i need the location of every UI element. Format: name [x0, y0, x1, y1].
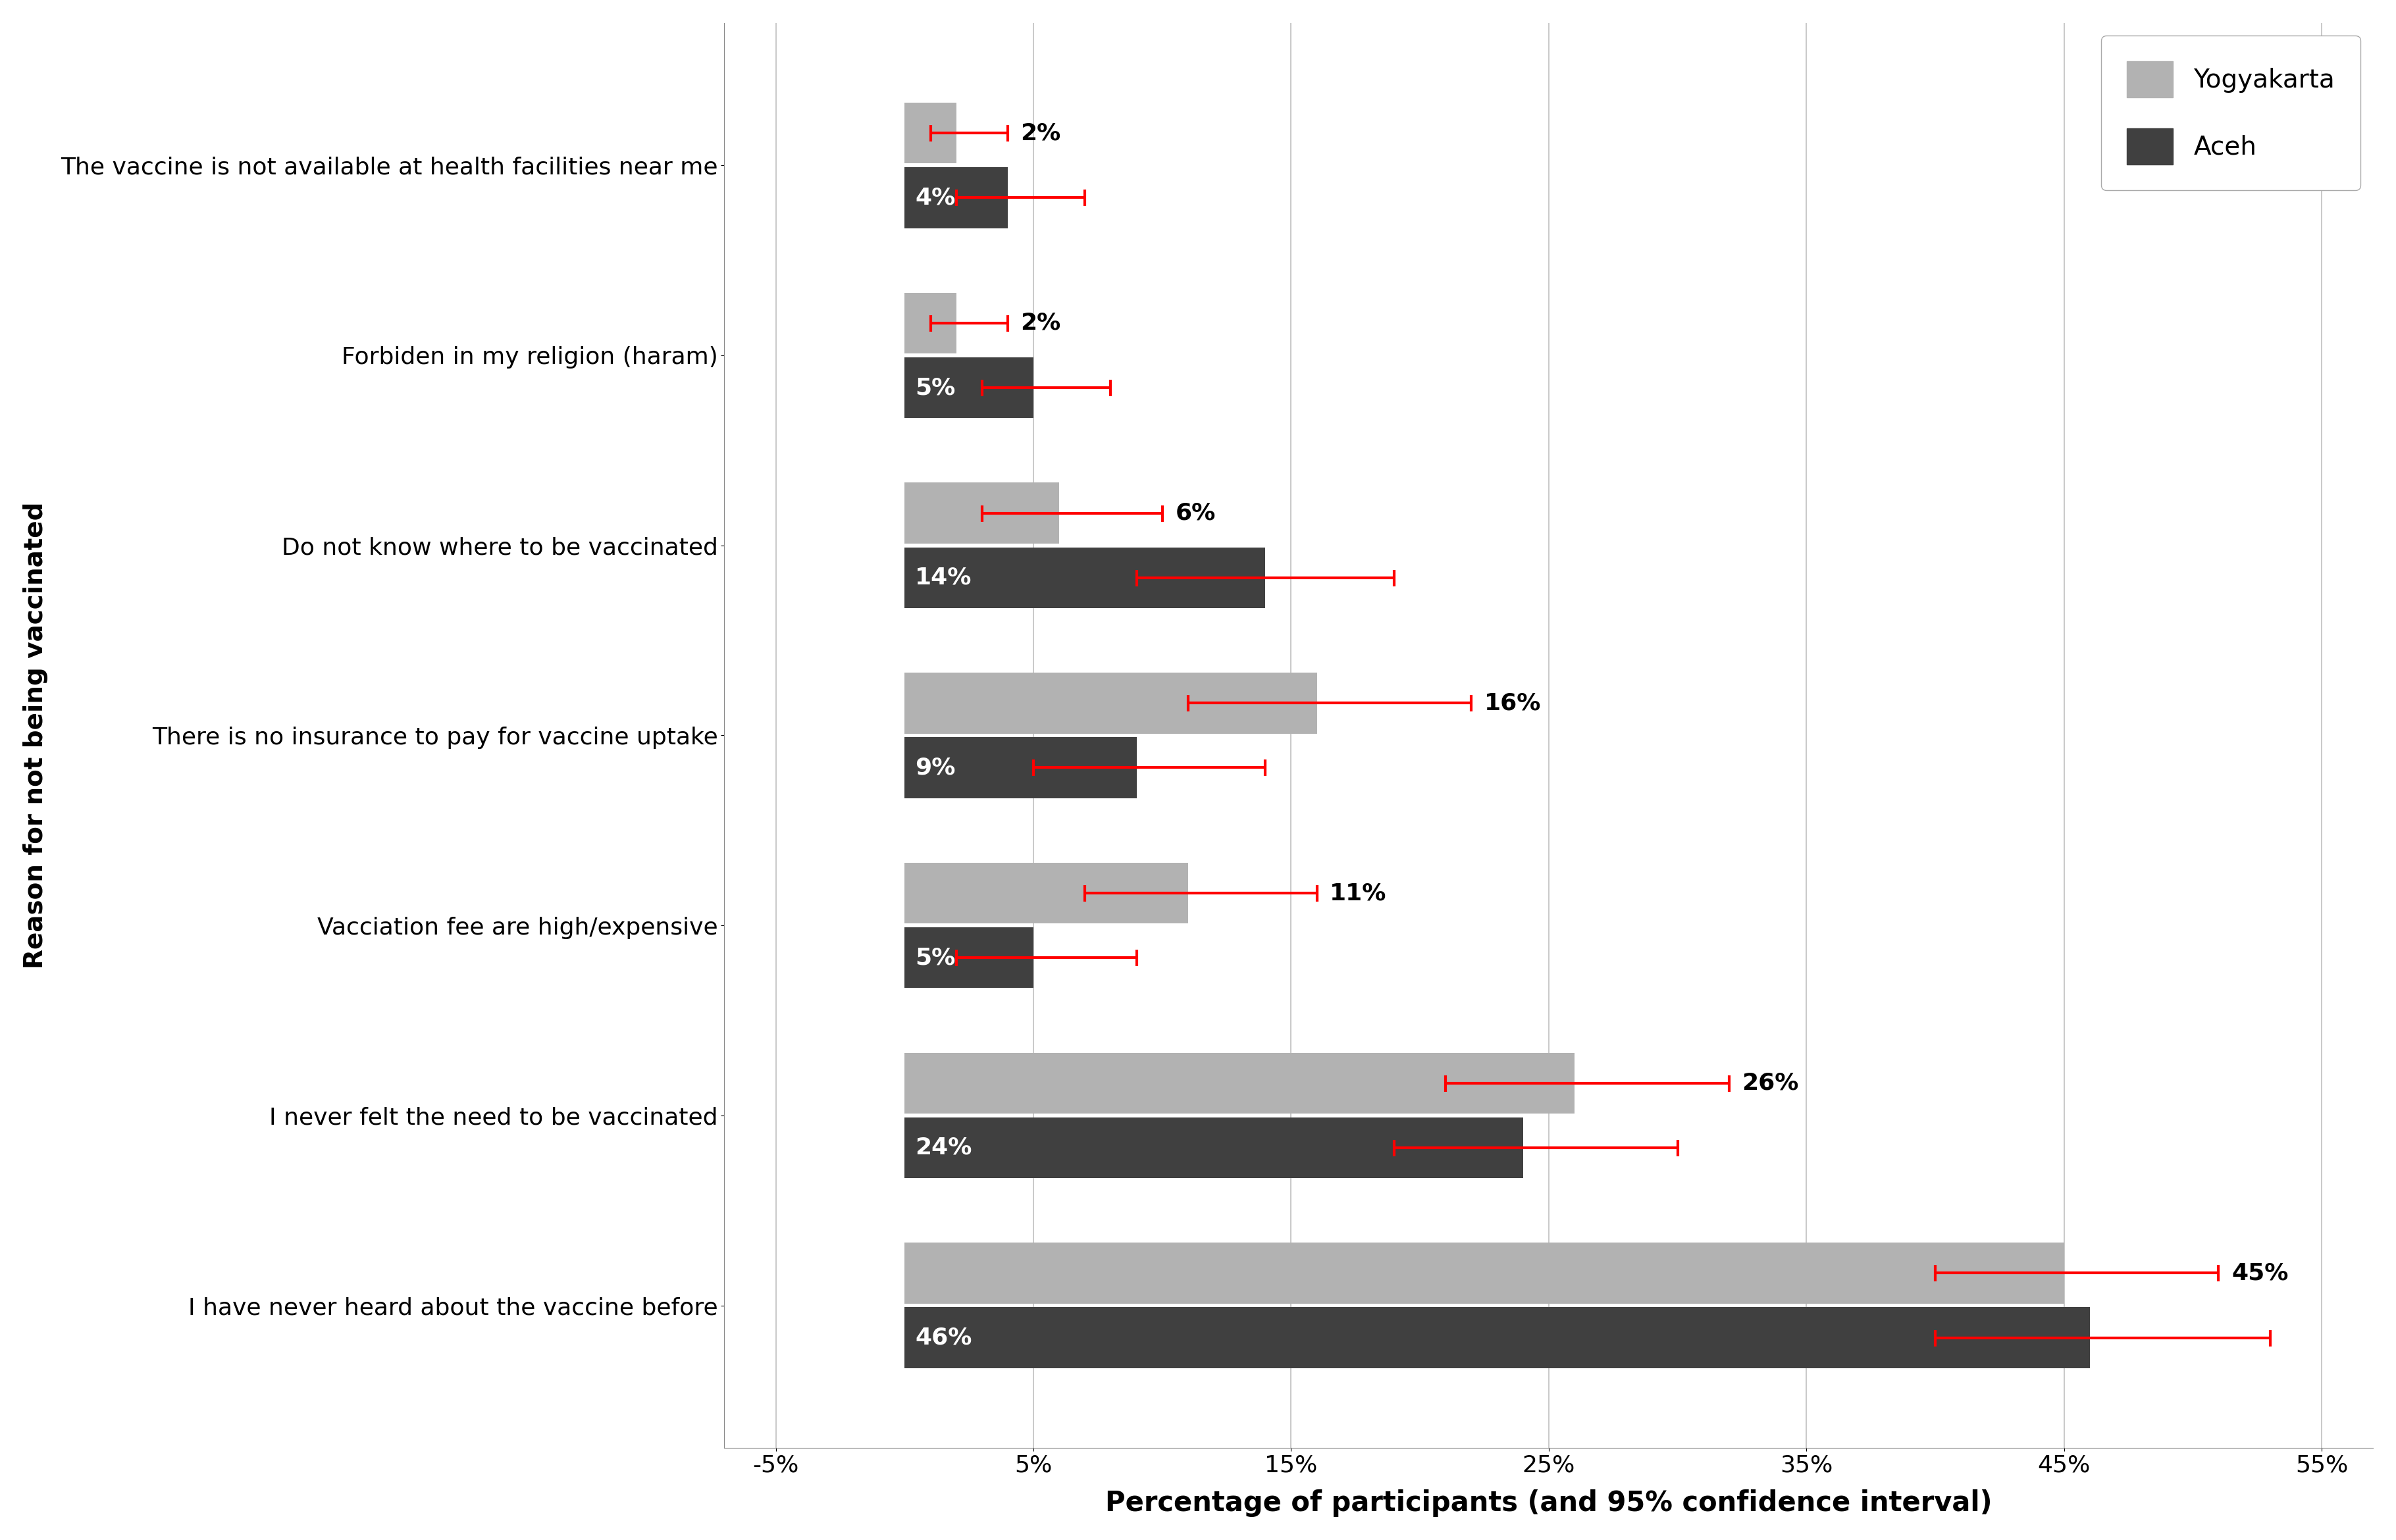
Bar [906, 547, 1265, 608]
Bar [906, 927, 1033, 989]
Bar [906, 738, 1136, 798]
Bar [906, 168, 1009, 228]
Bar [906, 1118, 1524, 1178]
Text: 6%: 6% [1174, 502, 1215, 524]
Y-axis label: Reason for not being vaccinated: Reason for not being vaccinated [24, 502, 48, 969]
Text: 2%: 2% [1021, 122, 1061, 145]
Bar [906, 673, 1318, 733]
Bar [906, 482, 1059, 544]
Bar [906, 1053, 1574, 1113]
Bar [906, 1307, 2089, 1368]
Text: 46%: 46% [915, 1326, 973, 1349]
Text: 9%: 9% [915, 756, 956, 779]
Text: 11%: 11% [1330, 882, 1387, 904]
Text: 5%: 5% [915, 376, 956, 399]
Bar [906, 1243, 2063, 1303]
Text: 2%: 2% [1021, 313, 1061, 334]
Bar [906, 357, 1033, 417]
Text: 45%: 45% [2231, 1261, 2288, 1284]
Text: 24%: 24% [915, 1137, 973, 1160]
Legend: Yogyakarta, Aceh: Yogyakarta, Aceh [2101, 35, 2360, 189]
Text: 26%: 26% [1742, 1072, 1799, 1095]
Bar [906, 103, 956, 163]
Bar [906, 862, 1188, 924]
Text: 14%: 14% [915, 567, 973, 588]
Text: 5%: 5% [915, 947, 956, 969]
Text: 4%: 4% [915, 186, 956, 209]
Text: 16%: 16% [1486, 691, 1541, 715]
Bar [906, 293, 956, 354]
X-axis label: Percentage of participants (and 95% confidence interval): Percentage of participants (and 95% conf… [1105, 1489, 1991, 1517]
